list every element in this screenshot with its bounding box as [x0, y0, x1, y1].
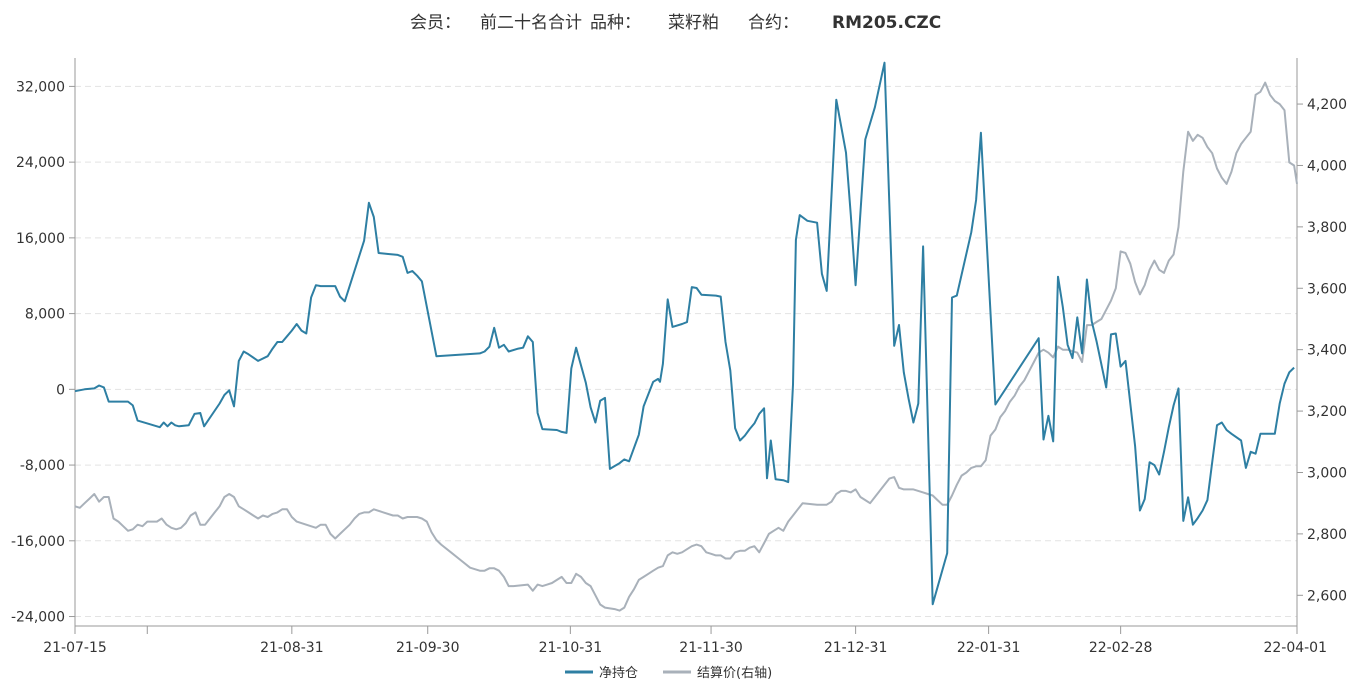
x-tick-label: 21-11-30 — [679, 640, 743, 656]
x-tick-label: 21-09-30 — [396, 640, 460, 656]
y-right-tick-label: 2,800 — [1307, 527, 1347, 543]
title-variety: 菜籽粕 — [668, 13, 719, 33]
title-contract-label: 合约： — [748, 13, 799, 33]
grid — [75, 85, 1297, 618]
x-tick-label: 21-12-31 — [824, 640, 888, 656]
x-tick-label: 22-01-31 — [957, 640, 1021, 656]
y-left-tick-label: 0 — [56, 382, 65, 398]
y-right-tick-label: 3,400 — [1307, 343, 1347, 359]
legend-label-settle-price: 结算价(右轴) — [697, 666, 772, 681]
legend: 净持仓 结算价(右轴) — [565, 666, 772, 681]
y-right-tick-label: 4,200 — [1307, 97, 1347, 113]
y-left-tick-label: 32,000 — [16, 79, 65, 95]
title-member: 前二十名合计 — [480, 13, 582, 33]
title-contract: RM205.CZC — [832, 13, 941, 33]
y-left-tick-label: 8,000 — [25, 307, 65, 323]
y-right-tick-label: 4,000 — [1307, 158, 1347, 174]
y-left-tick-label: -8,000 — [20, 458, 65, 474]
y-right-tick-label: 3,800 — [1307, 220, 1347, 236]
y-left-tick-label: 16,000 — [16, 231, 65, 247]
y-left-tick-label: -24,000 — [11, 610, 65, 626]
y-right-tick-label: 3,200 — [1307, 404, 1347, 420]
axes: 32,000 24,000 16,000 8,000 0 -8,000 -16,000 -24… — [11, 58, 1347, 656]
legend-label-net-position: 净持仓 — [599, 666, 638, 681]
y-right-tick-label: 2,600 — [1307, 588, 1347, 604]
y-right-tick-label: 3,600 — [1307, 281, 1347, 297]
series — [74, 61, 1298, 612]
series-line-settle-price — [74, 81, 1298, 612]
x-tick-label: 21-07-15 — [43, 640, 107, 656]
title-member-label: 会员： — [410, 13, 461, 33]
x-tick-label: 21-08-31 — [260, 640, 324, 656]
y-left-tick-label: -16,000 — [11, 534, 65, 550]
series-line-net-position — [74, 61, 1295, 606]
x-tick-label: 22-02-28 — [1089, 640, 1153, 656]
title-variety-label: 品种： — [590, 13, 641, 33]
y-left-tick-label: 24,000 — [16, 155, 65, 171]
x-tick-label: 21-10-31 — [539, 640, 603, 656]
chart-title: 会员： 前二十名合计 品种： 菜籽粕 合约： RM205.CZC — [410, 13, 941, 33]
y-right-tick-label: 3,000 — [1307, 465, 1347, 481]
x-tick-label: 22-04-01 — [1263, 640, 1327, 656]
